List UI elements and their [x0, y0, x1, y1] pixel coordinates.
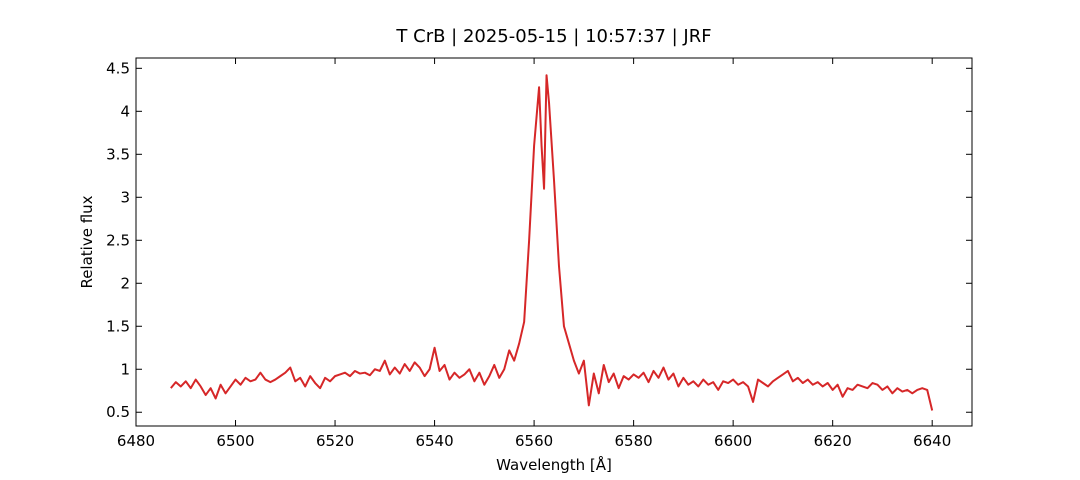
- x-tick-label: 6580: [615, 432, 653, 450]
- y-tick-label: 4: [120, 102, 130, 120]
- y-tick-label: 2.5: [106, 231, 130, 249]
- y-tick-label: 1: [120, 360, 130, 378]
- x-tick-label: 6620: [814, 432, 852, 450]
- x-axis-label: Wavelength [Å]: [496, 455, 612, 474]
- y-tick-label: 3: [120, 188, 130, 206]
- spectrum-line: [170, 74, 934, 411]
- x-tick-label: 6600: [714, 432, 752, 450]
- plot-frame: [135, 57, 973, 427]
- x-tick-label: 6520: [316, 432, 354, 450]
- chart-title: T CrB | 2025-05-15 | 10:57:37 | JRF: [395, 26, 711, 47]
- x-tick-label: 6500: [216, 432, 254, 450]
- y-tick-label: 3.5: [106, 145, 130, 163]
- y-tick-label: 2: [120, 274, 130, 292]
- y-axis-label: Relative flux: [78, 195, 96, 288]
- y-tick-label: 4.5: [106, 59, 130, 77]
- x-tick-label: 6480: [117, 432, 155, 450]
- y-tick-label: 0.5: [106, 403, 130, 421]
- x-tick-label: 6540: [415, 432, 453, 450]
- y-tick-label: 1.5: [106, 317, 130, 335]
- x-tick-label: 6560: [515, 432, 553, 450]
- x-tick-label: 6640: [913, 432, 951, 450]
